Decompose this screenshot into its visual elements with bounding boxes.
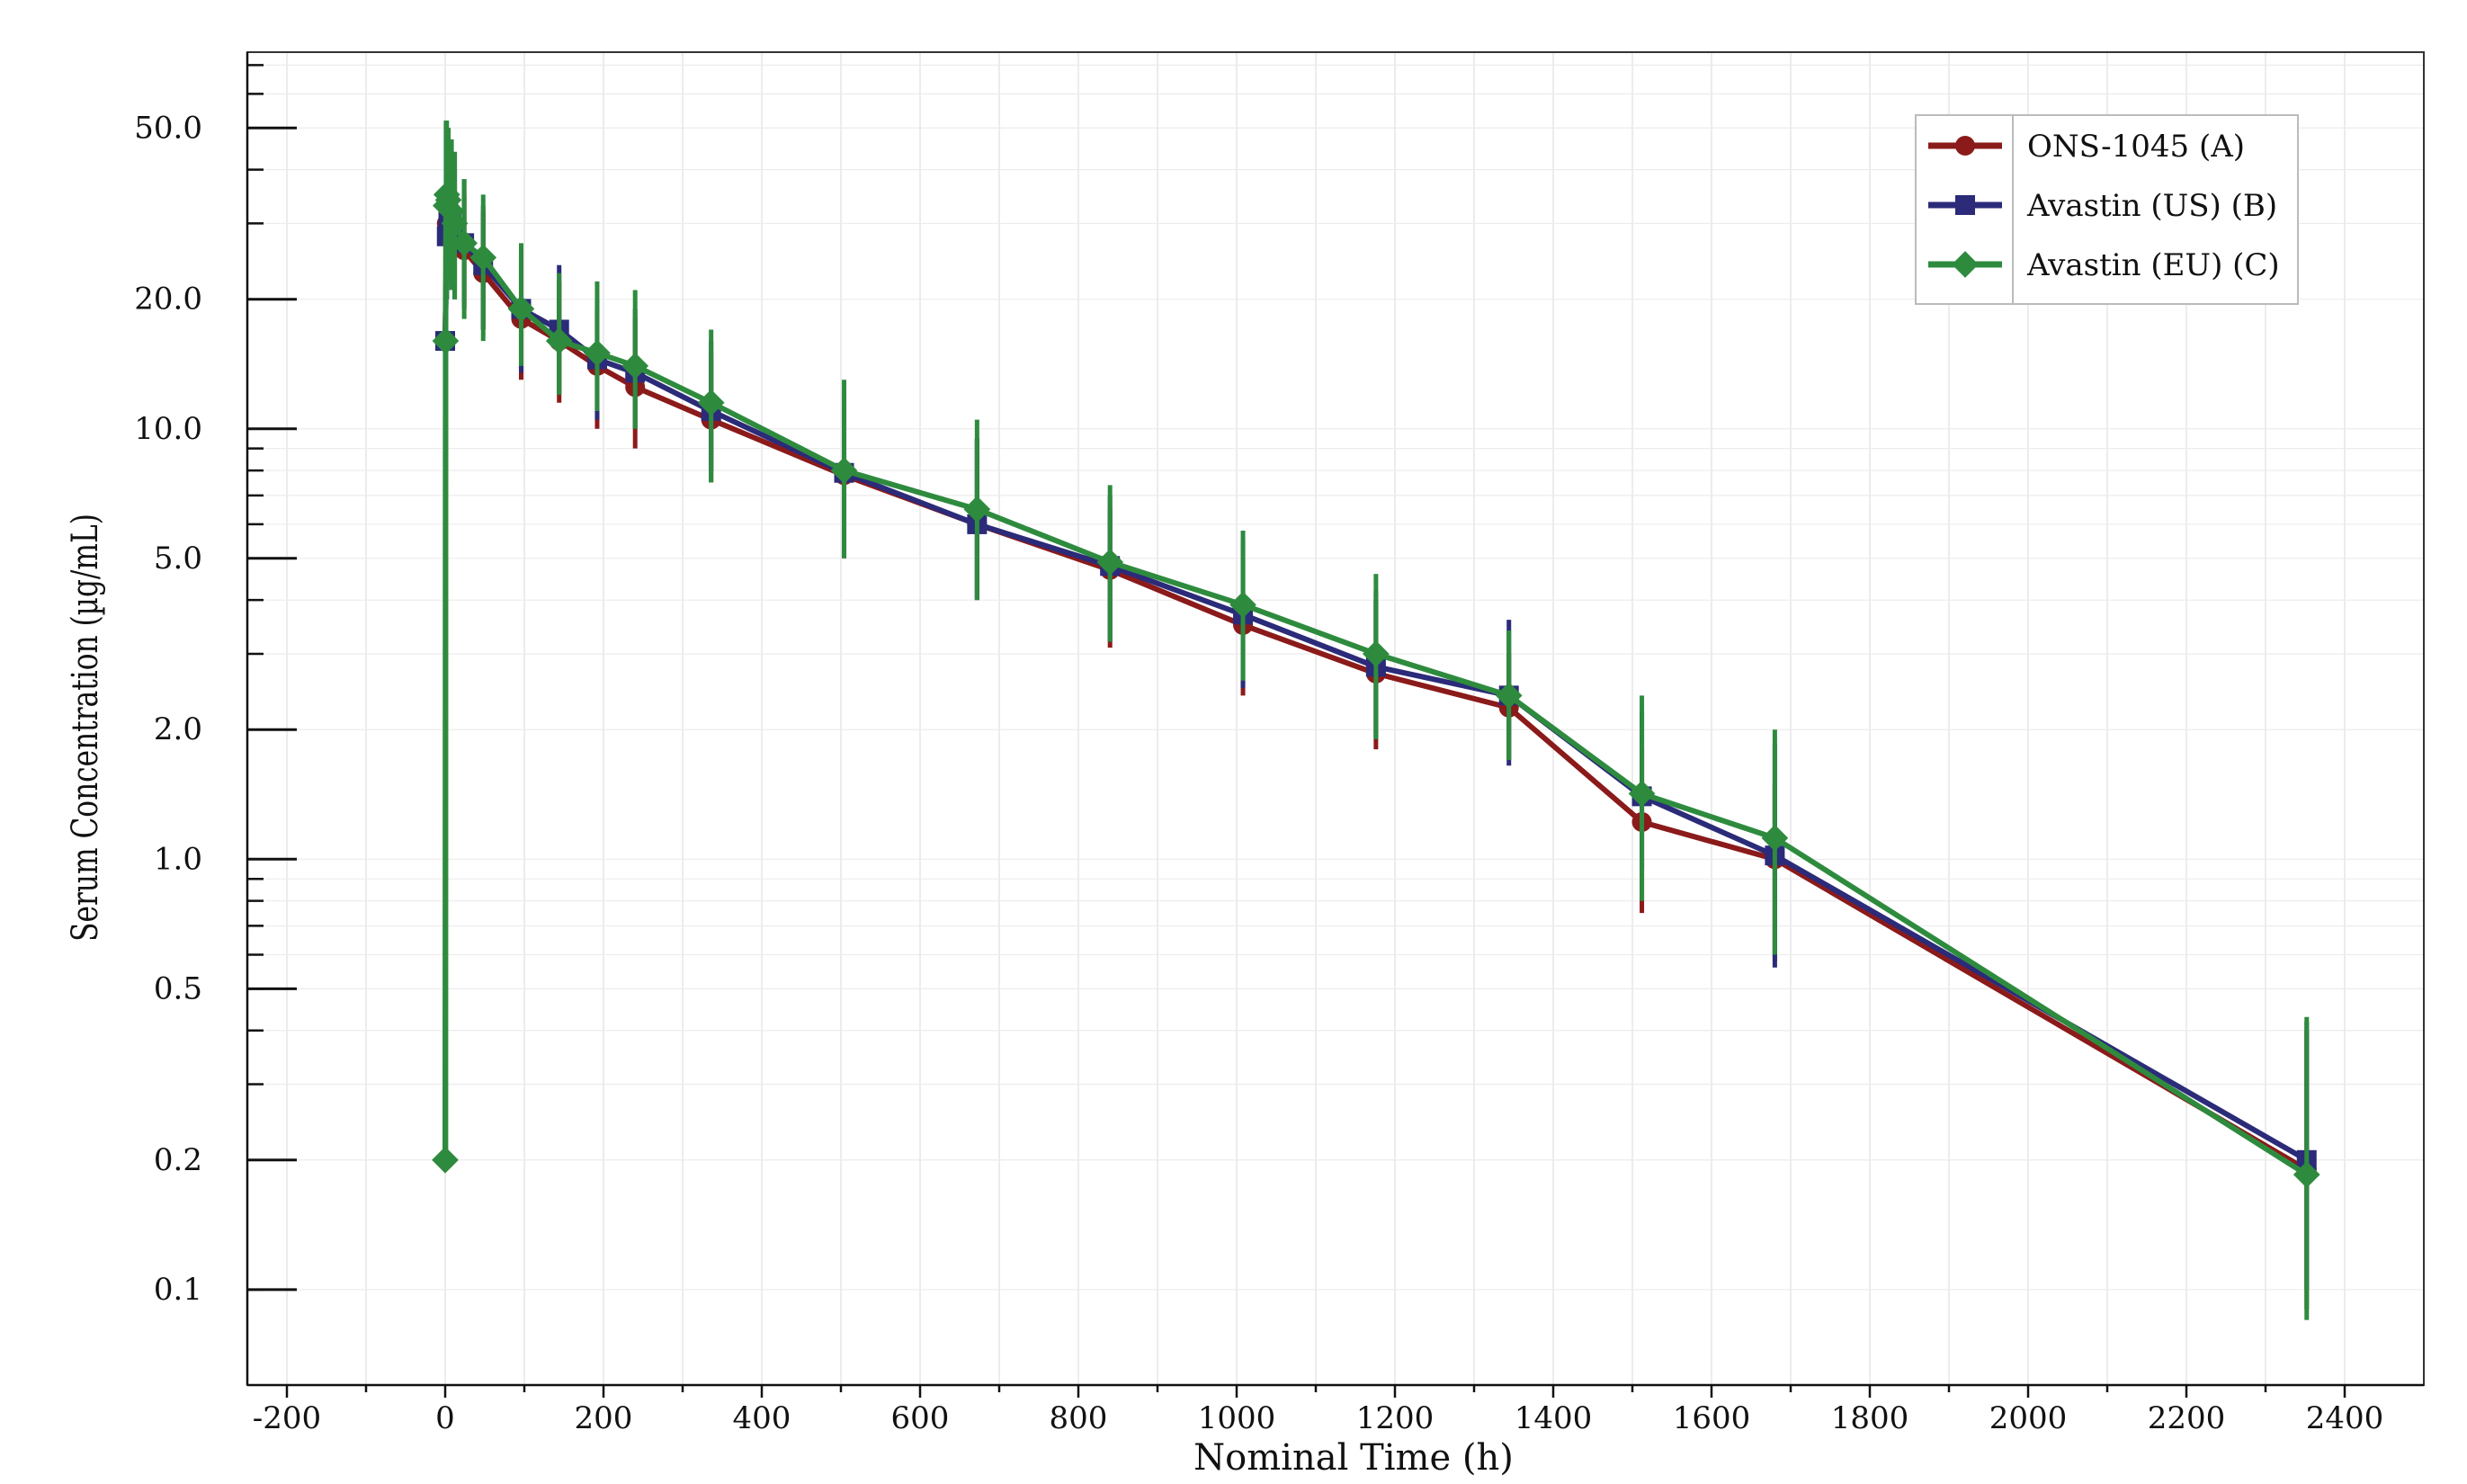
y-tick-label: 2.0 [154,711,202,747]
y-axis-title: Serum Concentration (µg/mL) [65,514,106,942]
y-tick-label: 5.0 [154,541,202,577]
marker-diamond [1229,591,1256,619]
marker-diamond [441,210,469,237]
series-layer [432,121,2320,1320]
x-axis-title: Nominal Time (h) [1193,1437,1514,1479]
y-tick-label: 10.0 [134,411,202,447]
marker-diamond [469,244,497,272]
legend-label: ONS-1045 (A) [2027,129,2245,165]
marker-diamond [434,186,462,214]
y-tick-label: 0.5 [154,970,202,1006]
marker-diamond [438,198,465,225]
y-tick-label: 0.1 [154,1272,202,1308]
x-tick-label: 1400 [1515,1400,1593,1436]
x-tick-label: 1600 [1673,1400,1751,1436]
x-tick-label: -200 [253,1400,321,1436]
marker-diamond [621,352,649,380]
x-tick-label: 1200 [1356,1400,1435,1436]
y-tick-label: 20.0 [134,282,202,317]
marker-diamond [1363,640,1390,667]
marker-diamond [1495,682,1523,710]
x-tick-label: 600 [891,1400,950,1436]
x-tick-label: 400 [733,1400,791,1436]
x-tick-label: 1800 [1831,1400,1909,1436]
legend-label: Avastin (US) (B) [2026,188,2277,224]
x-tick-label: 200 [575,1400,633,1436]
marker-diamond [1096,549,1124,576]
marker-diamond [451,229,478,257]
y-tick-label: 50.0 [134,110,202,146]
x-tick-label: 1000 [1198,1400,1276,1436]
marker-diamond [545,327,573,354]
marker-diamond [830,457,858,484]
marker-diamond [584,339,611,367]
marker-diamond [2293,1161,2320,1188]
marker-circle [1955,136,1975,156]
marker-diamond [1628,780,1656,808]
x-tick-label: 800 [1050,1400,1108,1436]
legend-item: Avastin (EU) (C) [1928,247,2280,283]
marker-diamond [432,1146,459,1174]
series-3 [432,121,2320,1320]
marker-diamond [1952,251,1979,278]
marker-diamond [697,389,725,416]
legend-item: ONS-1045 (A) [1928,129,2245,165]
marker-diamond [507,295,535,323]
axes: 0.1 0.2 0.5 1.0 2.0 5.0 10.0 20.0 50.0 -200 0 200 40… [134,52,2424,1436]
marker-diamond [963,496,991,523]
legend-item: Avastin (US) (B) [1928,188,2277,224]
legend: ONS-1045 (A) Avastin (US) (B) Avastin (EU)… [1915,114,2299,305]
x-tick-label: 2400 [2306,1400,2384,1436]
marker-square [1955,195,1975,215]
marker-diamond [1761,824,1789,852]
marker-diamond [432,327,460,354]
y-tick-label: 0.2 [154,1142,202,1178]
x-tick-label: 2200 [2148,1400,2226,1436]
y-tick-label: 1.0 [154,841,202,877]
x-tick-label: 2000 [1989,1400,2068,1436]
x-tick-label: 0 [435,1400,455,1436]
legend-label: Avastin (EU) (C) [2026,247,2280,283]
